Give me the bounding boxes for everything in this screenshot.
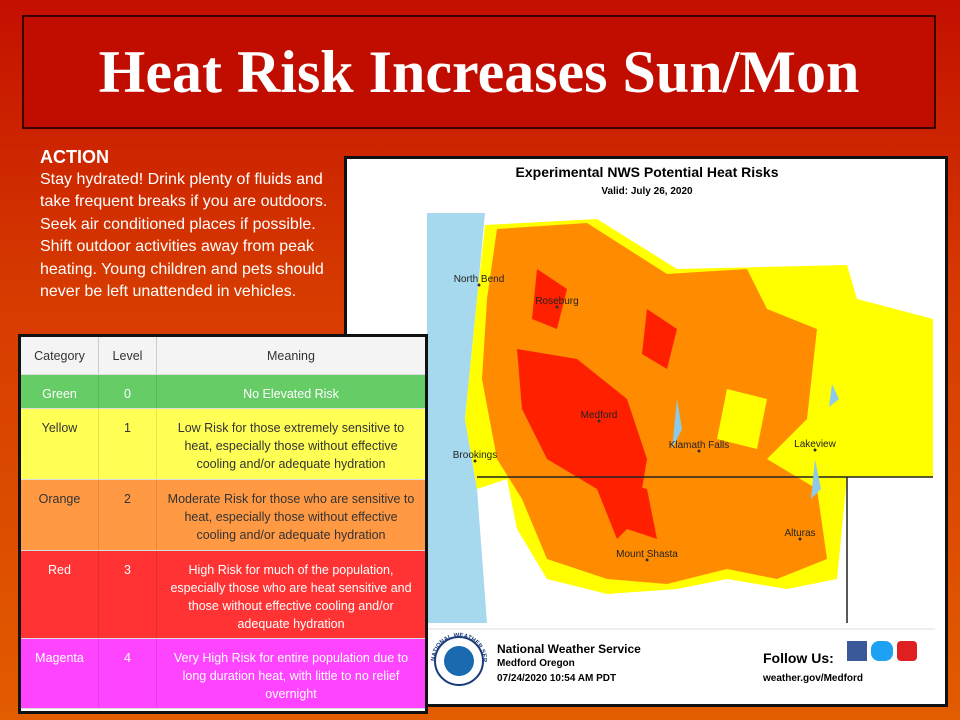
youtube-icon[interactable] (897, 641, 917, 661)
table-cell: 2 (99, 480, 157, 550)
table-header: Category Level Meaning (21, 337, 425, 375)
place-dot (697, 449, 701, 453)
map-panel: Experimental NWS Potential Heat Risks Va… (344, 155, 948, 707)
risk-table: Category Level Meaning Green 0 No Elevated Ri… (18, 334, 428, 714)
table-cell: Low Risk for those extremely sensitive t… (177, 421, 405, 471)
table-cell: 0 (99, 375, 157, 408)
place-dot (798, 537, 802, 541)
place-label: Medford (581, 410, 618, 421)
place-label: Mount Shasta (616, 549, 678, 560)
footer-follow: Follow Us: (763, 650, 834, 666)
place-dot (645, 558, 649, 562)
table-cell: Very High Risk for entire population due… (173, 651, 409, 701)
action-text: Stay hydrated! Drink plenty of fluids an… (40, 170, 328, 301)
table-cell: Green (21, 375, 99, 408)
action-heading: ACTION (40, 147, 109, 167)
twitter-icon[interactable] (871, 641, 893, 661)
slide-title: Heat Risk Increases Sun/Mon (22, 15, 936, 129)
ocean (427, 213, 487, 623)
land-orange (482, 223, 827, 584)
map-valid: Valid: July 26, 2020 (601, 186, 693, 197)
place-label: Lakeview (794, 439, 836, 450)
place-dot (477, 283, 481, 287)
map-graphic: Experimental NWS Potential Heat Risks Va… (345, 155, 935, 686)
table-row: Orange 2 Moderate Risk for those who are s… (21, 480, 425, 551)
table-cell: Orange (21, 480, 99, 550)
place-label: North Bend (454, 274, 505, 285)
table-row: Green 0 No Elevated Risk (21, 375, 425, 409)
place-dot (473, 459, 477, 463)
footer-office: National Weather Service (497, 642, 641, 656)
action-block: ACTION Stay hydrated! Drink plenty of fl… (40, 146, 342, 304)
land-yellow-patches (717, 349, 907, 449)
table-cell: No Elevated Risk (243, 387, 339, 401)
table-row: Red 3 High Risk for much of the population… (21, 551, 425, 639)
place-label: Klamath Falls (669, 440, 730, 451)
table-row: Yellow 1 Low Risk for those extremely sens… (21, 409, 425, 480)
nws-logo (434, 636, 484, 686)
table-cell: 3 (99, 551, 157, 638)
place-label: Alturas (784, 528, 815, 539)
footer-url[interactable]: weather.gov/Medford (762, 673, 863, 684)
table-cell: Moderate Risk for those who are sensitiv… (167, 492, 415, 542)
header-cell: Level (99, 337, 157, 374)
place-label: Brookings (453, 450, 497, 461)
place-dot (813, 448, 817, 452)
place-dot (597, 419, 601, 423)
place-dot (555, 305, 559, 309)
table-cell: Yellow (21, 409, 99, 479)
header-cell: Category (21, 337, 99, 374)
table-cell: Magenta (21, 639, 99, 708)
table-cell: Red (21, 551, 99, 638)
table-row: Magenta 4 Very High Risk for entire popula… (21, 639, 425, 709)
footer-timestamp: 07/24/2020 10:54 AM PDT (497, 673, 616, 684)
header-cell: Meaning (267, 349, 315, 363)
table-cell: 1 (99, 409, 157, 479)
place-label: Roseburg (535, 296, 578, 307)
facebook-icon[interactable] (847, 641, 867, 661)
land-red-patches (532, 269, 677, 539)
map-title: Experimental NWS Potential Heat Risks (516, 164, 779, 180)
footer-location: Medford Oregon (497, 658, 575, 669)
table-cell: 4 (99, 639, 157, 708)
table-cell: High Risk for much of the population, es… (170, 563, 412, 631)
